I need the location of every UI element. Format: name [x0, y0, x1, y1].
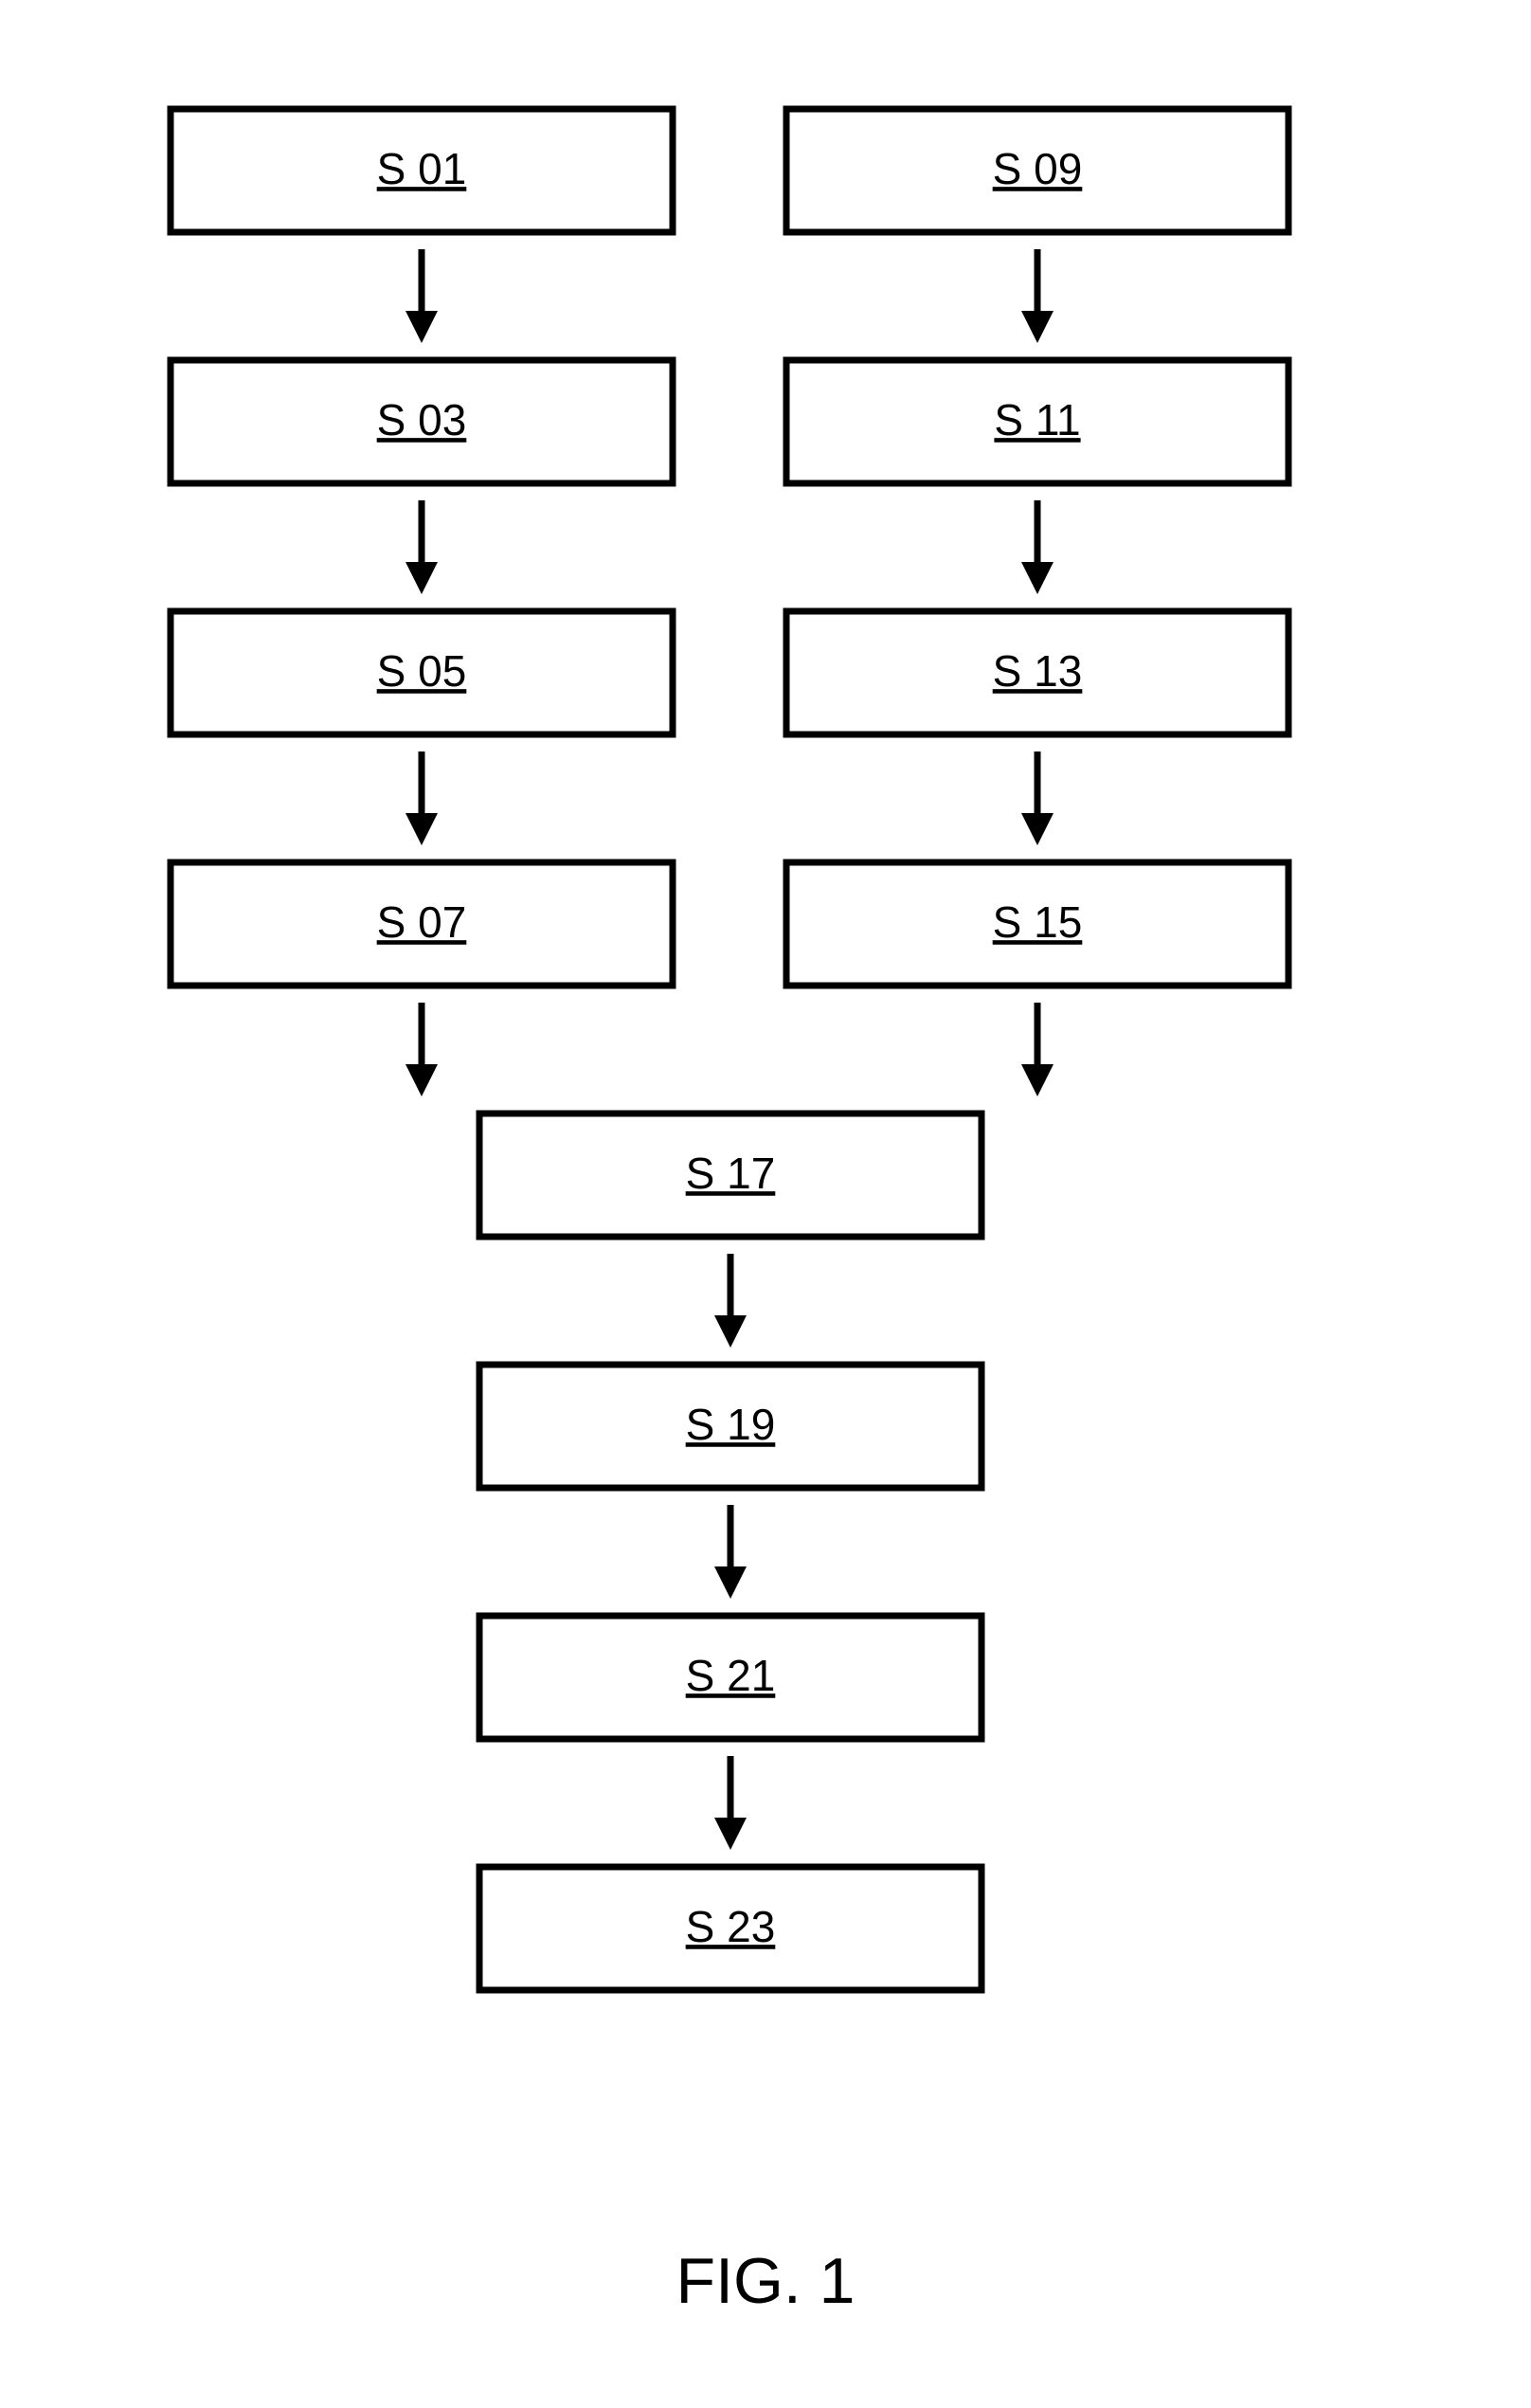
flowchart-svg: S 01 S 03 S 05 S 07 S 09 S 11 S 13 S 15 S 17 S 19… — [0, 0, 1531, 2408]
node-label-s19: S 19 — [686, 1400, 776, 1449]
node-s23: S 23 — [479, 1867, 982, 1990]
node-s05: S 05 — [171, 611, 673, 734]
node-label-s01: S 01 — [377, 144, 467, 193]
node-label-s13: S 13 — [993, 646, 1083, 696]
node-label-s11: S 11 — [994, 395, 1080, 444]
node-s09: S 09 — [786, 109, 1288, 232]
node-label-s21: S 21 — [686, 1651, 776, 1700]
node-label-s09: S 09 — [993, 144, 1083, 193]
node-label-s15: S 15 — [993, 897, 1083, 947]
node-label-s23: S 23 — [686, 1902, 776, 1951]
node-s15: S 15 — [786, 862, 1288, 986]
node-s11: S 11 — [786, 360, 1288, 483]
flowchart-root: S 01 S 03 S 05 S 07 S 09 S 11 S 13 S 15 S 17 S 19… — [0, 0, 1531, 2408]
node-s17: S 17 — [479, 1113, 982, 1237]
node-label-s17: S 17 — [686, 1149, 776, 1198]
node-s03: S 03 — [171, 360, 673, 483]
node-label-s07: S 07 — [377, 897, 467, 947]
figure-caption: FIG. 1 — [676, 2245, 856, 2317]
node-s19: S 19 — [479, 1365, 982, 1488]
node-label-s03: S 03 — [377, 395, 467, 444]
node-label-s05: S 05 — [377, 646, 467, 696]
node-s07: S 07 — [171, 862, 673, 986]
node-s21: S 21 — [479, 1616, 982, 1739]
node-s01: S 01 — [171, 109, 673, 232]
node-s13: S 13 — [786, 611, 1288, 734]
